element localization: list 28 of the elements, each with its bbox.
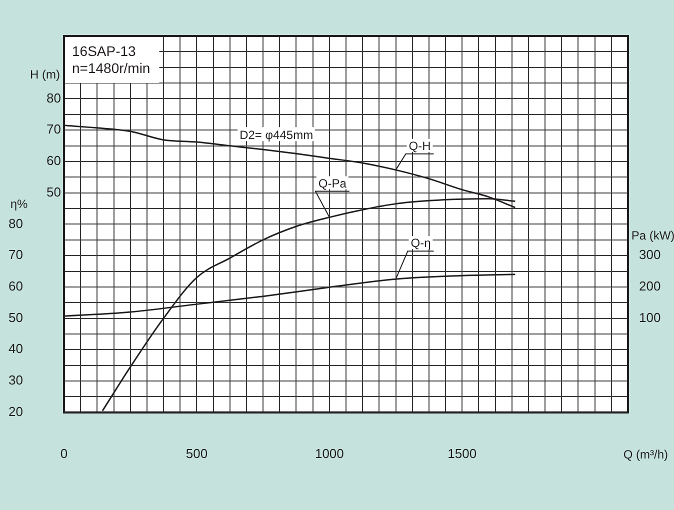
y2-tick-label: 70 xyxy=(8,247,23,262)
y2-tick-label: 80 xyxy=(8,216,23,231)
y2-tick-label: 60 xyxy=(8,278,23,294)
y3-tick-label: 100 xyxy=(639,310,661,325)
y3-tick-label: 300 xyxy=(639,247,661,262)
y-tick-label: 60 xyxy=(46,153,61,168)
x-axis-title: Q (m³/h) xyxy=(623,448,668,462)
text: n=1480r/min xyxy=(72,60,150,76)
y2-axis-title: η% xyxy=(10,197,28,212)
text: Q-η xyxy=(410,236,431,250)
series-label: Q-H xyxy=(408,138,431,153)
y2-tick-label: 40 xyxy=(8,341,23,356)
x-tick-label: 0 xyxy=(60,446,68,461)
y2-tick-label: 20 xyxy=(8,404,23,419)
x-tick-label: 1000 xyxy=(314,446,344,461)
y-tick-label: 80 xyxy=(46,90,61,106)
y2-tick-label: 50 xyxy=(8,310,23,325)
y-axis-title: H (m) xyxy=(30,68,60,82)
text: 16SAP-13 xyxy=(72,43,136,59)
y3-axis-title: Pa (kW) xyxy=(631,228,674,243)
annotation: D2= φ445mm xyxy=(240,128,314,142)
x-tick-label: 1500 xyxy=(448,446,477,461)
y2-tick-label: 30 xyxy=(8,372,23,388)
y3-tick-label: 200 xyxy=(639,278,661,294)
y-tick-label: 70 xyxy=(46,122,61,137)
y-tick-label: 50 xyxy=(46,184,61,200)
x-tick-label: 500 xyxy=(186,446,208,461)
series-label: Q-Pa xyxy=(318,176,347,190)
